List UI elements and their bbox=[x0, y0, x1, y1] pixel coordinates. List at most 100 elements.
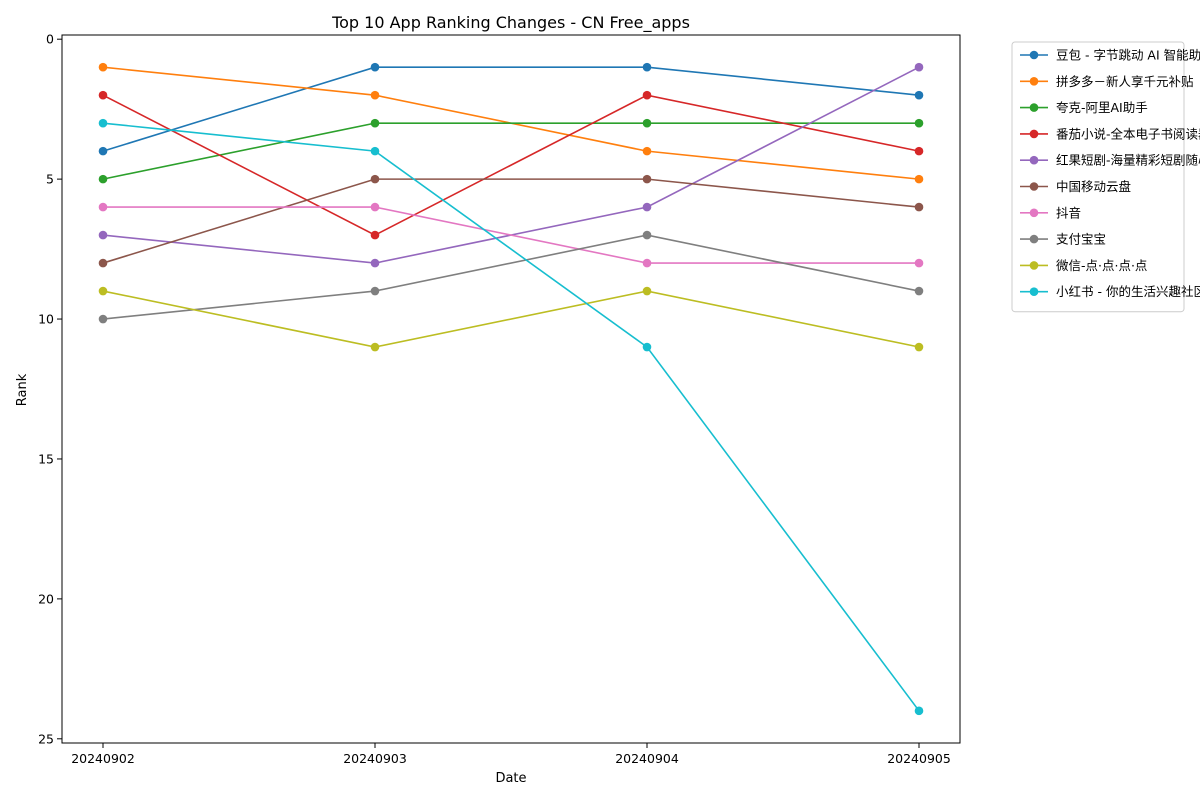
series-1 bbox=[98, 62, 924, 156]
legend-swatch-marker bbox=[1029, 155, 1039, 165]
data-point bbox=[642, 202, 652, 212]
data-point bbox=[642, 230, 652, 240]
data-point bbox=[642, 258, 652, 268]
legend-swatch-marker bbox=[1029, 261, 1039, 270]
data-point bbox=[914, 258, 924, 268]
legend-item: 小红书 - 你的生活兴趣社区指南 bbox=[1020, 284, 1200, 299]
x-axis-title: Date bbox=[495, 771, 526, 786]
legend-swatch-marker bbox=[1029, 103, 1039, 112]
data-point bbox=[914, 62, 924, 72]
data-point bbox=[370, 286, 380, 296]
data-point bbox=[370, 174, 380, 184]
legend-swatch-marker bbox=[1029, 234, 1039, 244]
y-tick-label: 0 bbox=[46, 32, 54, 47]
legend-swatch-marker bbox=[1029, 287, 1039, 297]
legend-swatch-marker bbox=[1029, 182, 1039, 191]
series-line bbox=[102, 66, 920, 152]
data-point bbox=[642, 90, 652, 100]
y-axis-title: Rank bbox=[15, 373, 30, 406]
legend-item: 豆包 - 字节跳动 AI 智能助手 bbox=[1020, 48, 1200, 63]
legend: 豆包 - 字节跳动 AI 智能助手拼多多－新人享千元补贴夸克-阿里AI助手番茄小… bbox=[1011, 41, 1200, 313]
legend-item: 拼多多－新人享千元补贴 bbox=[1020, 74, 1194, 89]
data-point bbox=[370, 90, 380, 100]
series-line bbox=[102, 178, 920, 264]
data-point bbox=[642, 146, 652, 156]
data-point bbox=[914, 146, 924, 156]
data-point bbox=[98, 62, 108, 72]
legend-label: 红果短剧-海量精彩短剧随心看 bbox=[1056, 153, 1200, 168]
legend-box bbox=[1011, 41, 1185, 313]
series-line bbox=[103, 206, 919, 264]
data-point bbox=[642, 342, 652, 352]
legend-item: 中国移动云盘 bbox=[1020, 179, 1131, 194]
data-point bbox=[98, 258, 108, 268]
series-7 bbox=[98, 202, 924, 268]
data-point bbox=[914, 342, 924, 352]
legend-label: 拼多多－新人享千元补贴 bbox=[1056, 74, 1194, 89]
legend-swatch-marker bbox=[1029, 208, 1039, 218]
data-point bbox=[914, 90, 924, 100]
legend-item: 夸克-阿里AI助手 bbox=[1020, 100, 1148, 115]
data-point bbox=[370, 202, 380, 212]
series-line bbox=[102, 94, 920, 236]
data-point bbox=[642, 174, 652, 184]
legend-swatch-marker bbox=[1029, 50, 1039, 60]
legend-item: 微信-点·点·点·点 bbox=[1020, 258, 1147, 273]
series-10 bbox=[98, 118, 924, 716]
legend-item: 抖音 bbox=[1020, 205, 1081, 220]
y-tick-label: 10 bbox=[38, 312, 54, 327]
y-tick-label: 5 bbox=[46, 172, 54, 187]
series-6 bbox=[98, 174, 924, 268]
data-point bbox=[642, 286, 652, 296]
y-tick-label: 25 bbox=[38, 731, 54, 746]
x-tick-label: 20240904 bbox=[615, 751, 679, 766]
y-tick-label: 20 bbox=[38, 591, 54, 606]
plot-frame bbox=[61, 34, 961, 744]
legend-swatch-marker bbox=[1029, 129, 1039, 139]
data-point bbox=[370, 258, 380, 268]
data-point bbox=[642, 118, 652, 128]
x-tick-label: 20240903 bbox=[343, 751, 407, 766]
data-point bbox=[98, 90, 108, 100]
legend-label: 番茄小说-全本电子书阅读器合集 bbox=[1056, 126, 1200, 141]
legend-label: 中国移动云盘 bbox=[1056, 179, 1131, 194]
series-layer bbox=[98, 62, 924, 716]
legend-item: 红果短剧-海量精彩短剧随心看 bbox=[1020, 153, 1200, 168]
series-8 bbox=[98, 230, 924, 324]
series-line bbox=[102, 290, 920, 348]
legend-label: 夸克-阿里AI助手 bbox=[1056, 100, 1148, 115]
data-point bbox=[98, 146, 108, 156]
data-point bbox=[914, 706, 924, 716]
data-point bbox=[914, 286, 924, 296]
x-tick-label: 20240902 bbox=[71, 751, 135, 766]
data-point bbox=[98, 230, 108, 240]
data-point bbox=[914, 118, 924, 128]
axes: 20240902 20240903 20240904 20240905 0 5 10 15 20… bbox=[38, 32, 961, 766]
legend-swatch-marker bbox=[1029, 77, 1039, 86]
legend-label: 抖音 bbox=[1056, 205, 1081, 220]
data-point bbox=[98, 286, 108, 296]
data-point bbox=[370, 230, 380, 240]
data-point bbox=[370, 118, 380, 128]
legend-label: 小红书 - 你的生活兴趣社区指南 bbox=[1056, 284, 1200, 299]
data-point bbox=[914, 202, 924, 212]
data-point bbox=[642, 62, 652, 72]
data-point bbox=[98, 314, 108, 324]
series-4 bbox=[98, 90, 924, 240]
data-point bbox=[98, 174, 108, 184]
data-point bbox=[98, 202, 108, 212]
data-point bbox=[370, 146, 380, 156]
legend-item: 番茄小说-全本电子书阅读器合集 bbox=[1020, 126, 1200, 141]
data-point bbox=[370, 62, 380, 72]
data-point bbox=[370, 342, 380, 352]
series-9 bbox=[98, 286, 924, 352]
legend-item: 支付宝宝 bbox=[1020, 232, 1106, 247]
series-line bbox=[102, 122, 919, 180]
data-point bbox=[98, 118, 108, 128]
chart-title: Top 10 App Ranking Changes - CN Free_app… bbox=[331, 13, 690, 33]
series-line bbox=[102, 122, 920, 712]
legend-label: 微信-点·点·点·点 bbox=[1056, 258, 1147, 273]
legend-label: 支付宝宝 bbox=[1056, 232, 1106, 247]
